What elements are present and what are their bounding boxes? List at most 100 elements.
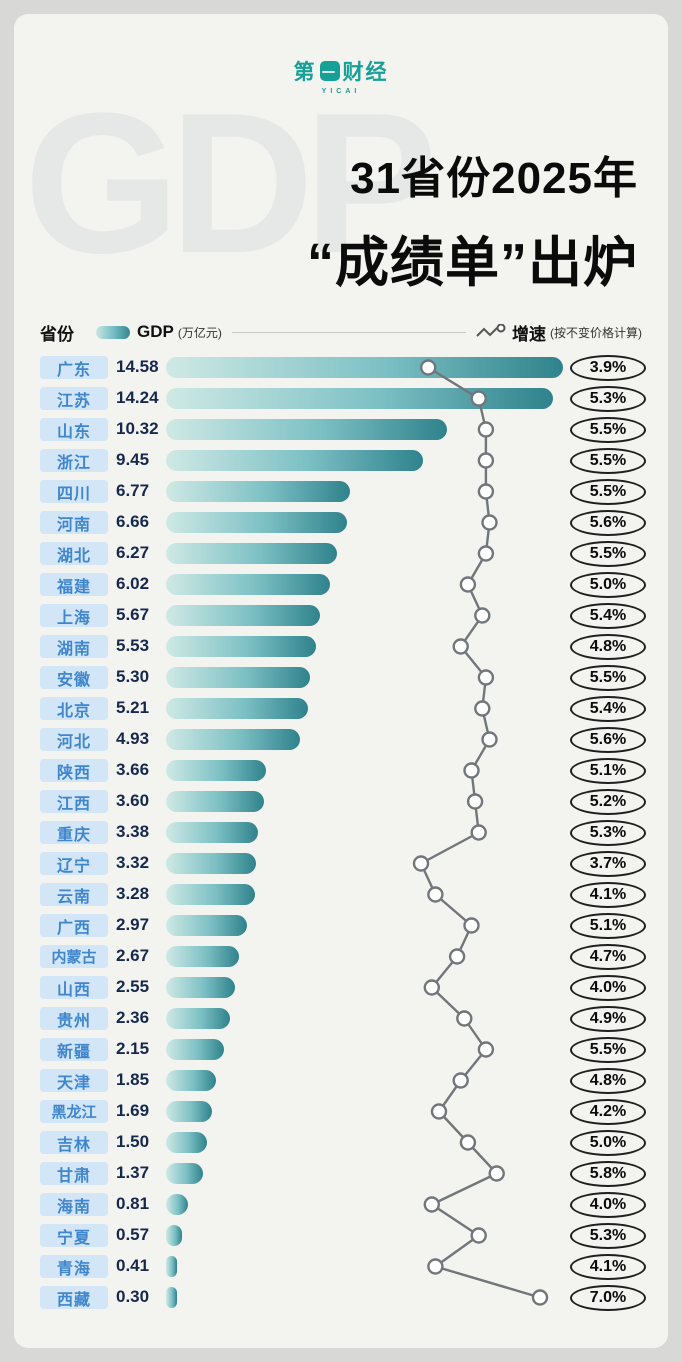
province-label: 吉林 [40,1131,108,1154]
growth-badge: 4.8% [570,1068,646,1094]
page-title: 31省份2025年 “成绩单”出炉 [307,142,638,297]
province-label: 天津 [40,1069,108,1092]
gdp-bar [166,791,264,812]
legend-gdp-label: GDP [137,322,174,341]
growth-badge: 5.3% [570,1223,646,1249]
table-row: 广西 2.97 5.1% [14,910,668,941]
table-row: 河北 4.93 5.6% [14,724,668,755]
gdp-value: 1.69 [116,1101,150,1120]
province-label: 贵州 [40,1007,108,1030]
growth-badge: 5.0% [570,572,646,598]
province-label: 陕西 [40,759,108,782]
growth-badge: 5.1% [570,758,646,784]
growth-badge: 5.3% [570,820,646,846]
province-label: 山西 [40,976,108,999]
gdp-value: 6.02 [116,574,150,593]
province-label: 湖南 [40,635,108,658]
gdp-bar [166,636,317,657]
growth-badge: 5.5% [570,1037,646,1063]
growth-badge: 5.5% [570,665,646,691]
infographic-card: GDP 第一财经 YICAI 31省份2025年 “成绩单”出炉 省份 GDP … [14,14,668,1348]
growth-badge: 7.0% [570,1285,646,1311]
table-row: 吉林 1.50 5.0% [14,1127,668,1158]
province-label: 重庆 [40,821,108,844]
gdp-bar [166,1070,217,1091]
gdp-value: 0.30 [116,1287,150,1306]
growth-badge: 4.0% [570,1192,646,1218]
gdp-bar [166,388,554,409]
table-row: 广东 14.58 3.9% [14,352,668,383]
legend-divider [231,331,466,333]
province-label: 海南 [40,1193,108,1216]
legend-province-label: 省份 [40,324,74,344]
gdp-bar-swatch-icon [96,325,130,339]
table-row: 福建 6.02 5.0% [14,569,668,600]
gdp-value: 0.57 [116,1225,150,1244]
gdp-bar [166,1132,207,1153]
growth-badge: 5.4% [570,696,646,722]
province-label: 福建 [40,573,108,596]
gdp-bar [166,915,247,936]
province-label: 江苏 [40,387,108,410]
legend-growth-label: 增速 [512,324,546,344]
legend-gdp-unit: (万亿元) [177,325,222,340]
yicai-logo-text: 第一财经 [294,56,389,86]
province-label: 安徽 [40,666,108,689]
province-label: 新疆 [40,1038,108,1061]
gdp-value: 1.85 [116,1070,150,1089]
yicai-logo-sub: YICAI [321,88,361,95]
table-row: 陕西 3.66 5.1% [14,755,668,786]
gdp-value: 3.32 [116,853,150,872]
growth-badge: 5.5% [570,448,646,474]
table-row: 甘肃 1.37 5.8% [14,1158,668,1189]
gdp-value: 3.60 [116,791,150,810]
table-row: 江苏 14.24 5.3% [14,383,668,414]
province-label: 四川 [40,480,108,503]
province-label: 黑龙江 [40,1100,108,1123]
gdp-value: 2.36 [116,1008,150,1027]
gdp-bar [166,1008,231,1029]
table-row: 浙江 9.45 5.5% [14,445,668,476]
table-row: 湖南 5.53 4.8% [14,631,668,662]
gdp-value: 2.15 [116,1039,150,1058]
gdp-value: 6.66 [116,512,150,531]
gdp-bar [166,1163,204,1184]
gdp-bar [166,1039,225,1060]
gdp-bar [166,977,236,998]
gdp-bar [166,667,311,688]
gdp-bar [166,760,266,781]
legend-growth-note: (按不变价格计算) [550,325,642,340]
gdp-value: 0.81 [116,1194,150,1213]
gdp-value: 4.93 [116,729,150,748]
table-row: 辽宁 3.32 3.7% [14,848,668,879]
growth-badge: 4.8% [570,634,646,660]
growth-badge: 4.0% [570,975,646,1001]
gdp-bar [166,1194,189,1215]
title-line1: 31省份2025年 [350,154,638,203]
province-label: 北京 [40,697,108,720]
table-row: 西藏 0.30 7.0% [14,1282,668,1313]
gdp-bar [166,698,308,719]
gdp-value: 10.32 [116,419,159,438]
gdp-bar [166,543,337,564]
table-row: 云南 3.28 4.1% [14,879,668,910]
gdp-value: 3.38 [116,822,150,841]
gdp-value: 6.27 [116,543,150,562]
growth-line-icon [476,324,506,340]
yicai-logo: 第一财经 YICAI [14,56,668,95]
gdp-value: 3.66 [116,760,150,779]
province-label: 浙江 [40,449,108,472]
gdp-bar [166,1225,182,1246]
growth-badge: 5.4% [570,603,646,629]
growth-badge: 5.1% [570,913,646,939]
growth-badge: 5.6% [570,727,646,753]
table-row: 天津 1.85 4.8% [14,1065,668,1096]
growth-badge: 5.8% [570,1161,646,1187]
province-label: 辽宁 [40,852,108,875]
gdp-bar [166,481,351,502]
table-row: 山东 10.32 5.5% [14,414,668,445]
logo-symbol-icon: 一 [319,61,340,81]
growth-badge: 5.5% [570,541,646,567]
growth-badge: 5.6% [570,510,646,536]
gdp-bar [166,884,256,905]
